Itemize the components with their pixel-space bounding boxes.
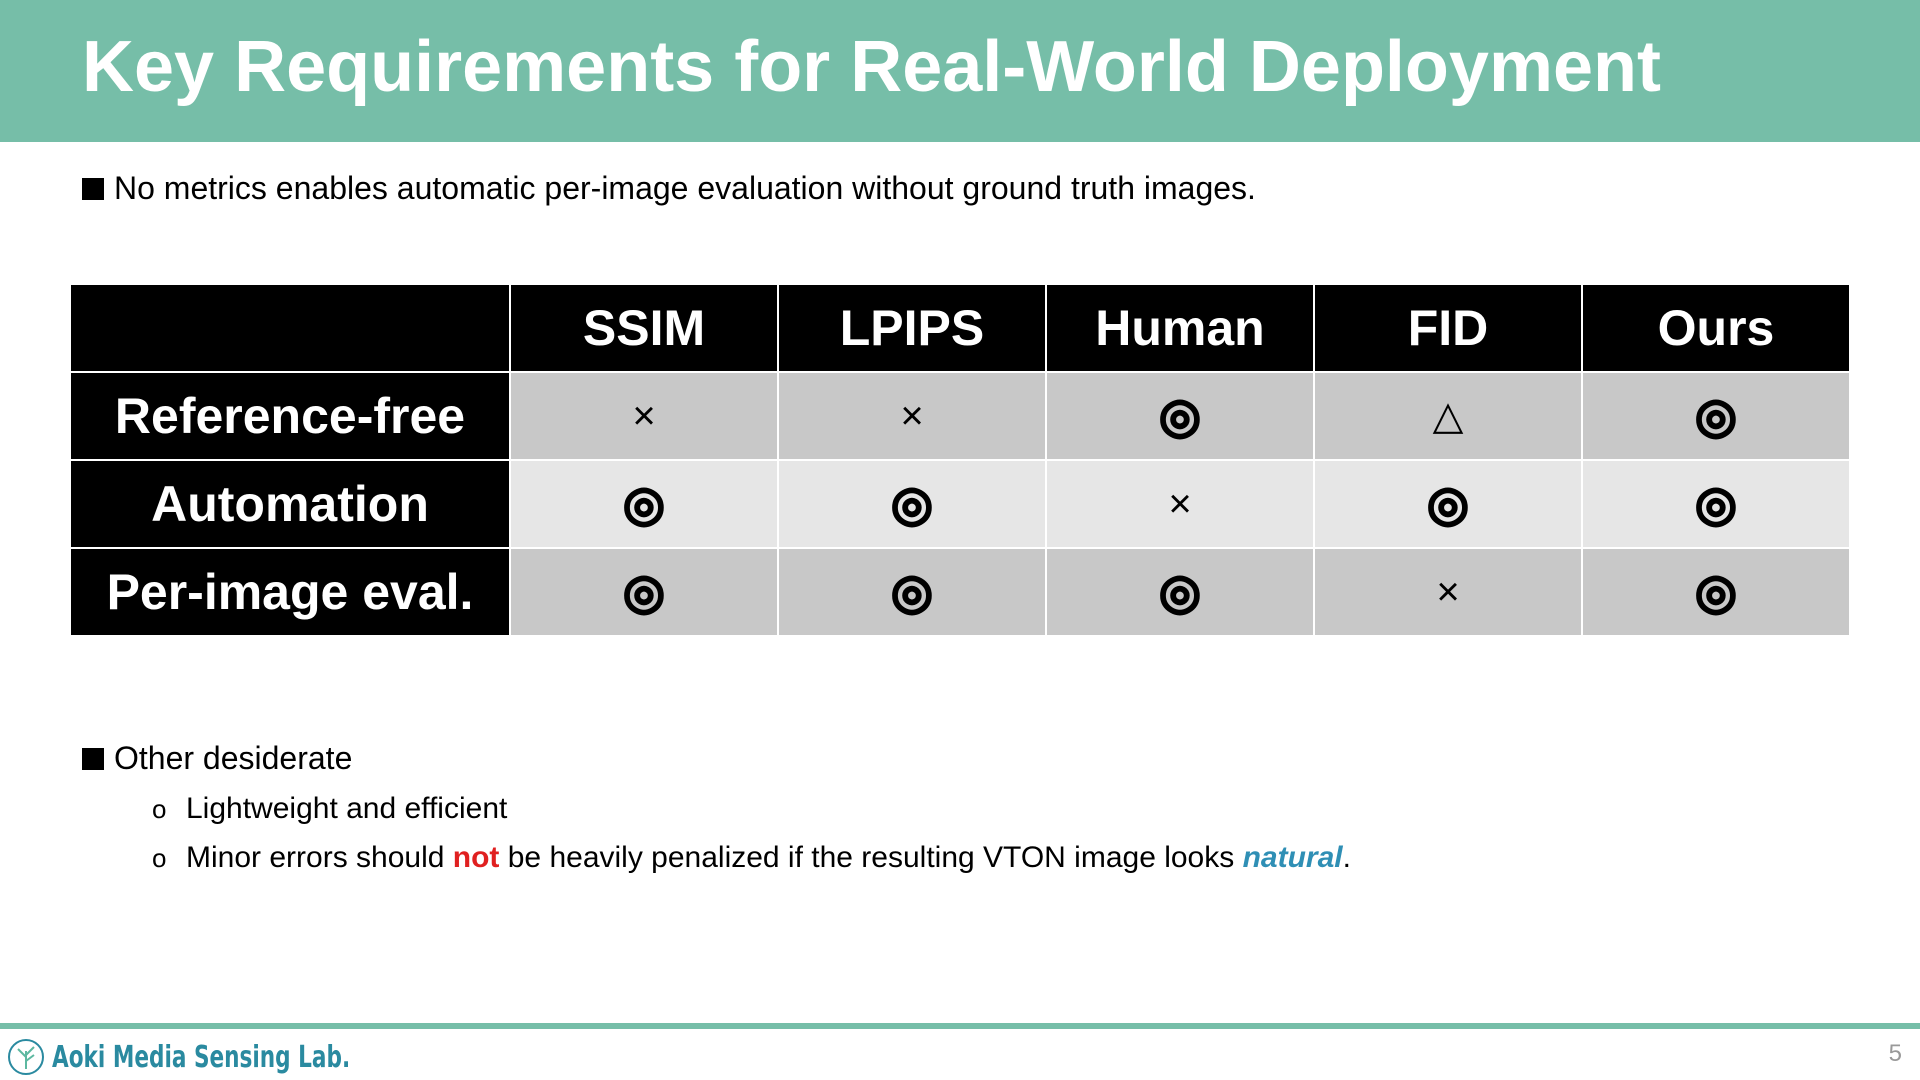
lab-name: Aoki Media Sensing Lab. <box>52 1039 351 1075</box>
sub-bullet: o Minor errors should not be heavily pena… <box>152 841 1351 875</box>
column-header: LPIPS <box>777 283 1047 373</box>
emphasis: natural <box>1242 841 1343 874</box>
table-row: Automation ◎ ◎ × ◎ ◎ <box>69 459 1851 549</box>
cell-symbol: △ <box>1432 394 1464 438</box>
cell: × <box>1313 547 1583 637</box>
header-band <box>0 0 1920 142</box>
cell: × <box>1045 459 1315 549</box>
cell-symbol: ◎ <box>1694 477 1737 532</box>
cell-symbol: × <box>900 393 924 438</box>
page-number: 5 <box>1888 1040 1902 1067</box>
sub-text: . <box>1342 841 1351 874</box>
cell: × <box>509 371 779 461</box>
row-label: Per-image eval. <box>69 547 511 637</box>
cell: ◎ <box>1313 459 1583 549</box>
logo-icon <box>8 1039 44 1075</box>
header-row: SSIM LPIPS Human FID Ours <box>69 283 1851 373</box>
bullet-text: No metrics enables automatic per-image e… <box>114 170 1256 206</box>
title: Key Requirements for Real-World Deployme… <box>82 27 1661 107</box>
footer-rule <box>0 1023 1920 1029</box>
sub-text: Lightweight and efficient <box>186 792 508 825</box>
cell: × <box>777 371 1047 461</box>
cell-symbol: ◎ <box>1158 565 1201 620</box>
bullet-text: Other desiderate <box>114 740 353 776</box>
cell: ◎ <box>1581 371 1851 461</box>
row-label: Reference-free <box>69 371 511 461</box>
cell: △ <box>1313 371 1583 461</box>
cell: ◎ <box>509 459 779 549</box>
bullet: No metrics enables automatic per-image e… <box>82 170 1256 207</box>
cell-symbol: ◎ <box>1694 565 1737 620</box>
cell: ◎ <box>777 459 1047 549</box>
column-header: Ours <box>1581 283 1851 373</box>
cell-symbol: × <box>1168 481 1192 526</box>
sub-marker: o <box>152 794 167 824</box>
cell-symbol: ◎ <box>890 565 933 620</box>
sub-text: Minor errors should <box>186 841 453 874</box>
table-row: Per-image eval. ◎ ◎ ◎ × ◎ <box>69 547 1851 637</box>
cell: ◎ <box>1045 547 1315 637</box>
comparison-table: SSIM LPIPS Human FID Ours Reference-free × × ◎ △… <box>69 283 1851 637</box>
cell-symbol: ◎ <box>622 477 665 532</box>
cell: ◎ <box>1581 459 1851 549</box>
sub-text: be heavily penalized if the resulting VT… <box>499 841 1243 874</box>
cell-symbol: ◎ <box>622 565 665 620</box>
cell-symbol: × <box>1436 569 1460 614</box>
cell-symbol: ◎ <box>1158 389 1201 444</box>
cell-symbol: ◎ <box>1694 389 1737 444</box>
cell: ◎ <box>1045 371 1315 461</box>
cell-symbol: ◎ <box>890 477 933 532</box>
corner-cell <box>69 283 511 373</box>
column-header: SSIM <box>509 283 779 373</box>
emphasis: not <box>452 841 500 874</box>
bullet-marker <box>82 747 104 770</box>
cell: ◎ <box>777 547 1047 637</box>
cell: ◎ <box>509 547 779 637</box>
bullet: Other desiderate <box>82 740 352 777</box>
column-header: Human <box>1045 283 1315 373</box>
row-label: Automation <box>69 459 511 549</box>
bullet-marker <box>82 177 104 200</box>
cell-symbol: × <box>632 393 656 438</box>
logo: Aoki Media Sensing Lab. <box>6 1037 466 1077</box>
cell: ◎ <box>1581 547 1851 637</box>
sub-bullet: o Lightweight and efficient <box>152 792 507 826</box>
cell-symbol: ◎ <box>1426 477 1469 532</box>
sub-marker: o <box>152 843 167 873</box>
column-header: FID <box>1313 283 1583 373</box>
table-row: Reference-free × × ◎ △ ◎ <box>69 371 1851 461</box>
